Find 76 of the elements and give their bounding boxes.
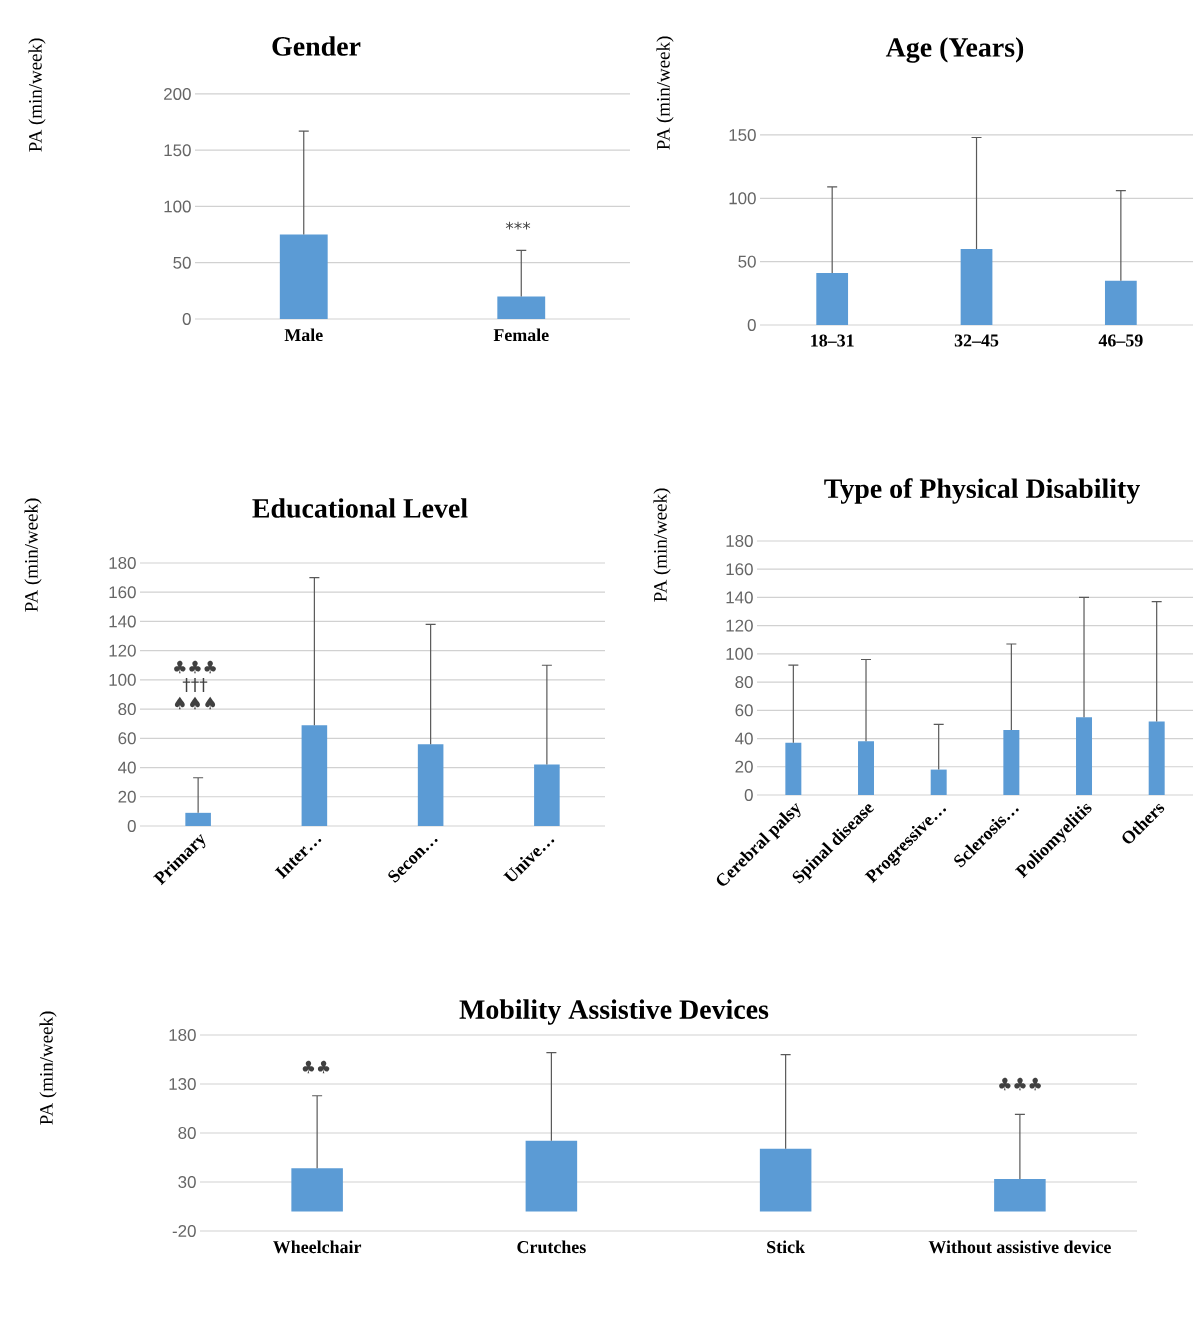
y-tick-label: 80 (178, 1126, 196, 1139)
bar (1104, 280, 1137, 325)
annotation: ♣♣ (302, 1060, 330, 1074)
y-tick-label: 140 (109, 615, 136, 628)
y-tick-label: 120 (109, 644, 136, 657)
y-tick-label: 100 (729, 192, 756, 205)
x-tick-label: 32–45 (954, 334, 999, 347)
y-axis-title: PA (min/week) (653, 488, 671, 602)
annotation: ♣♣♣ (999, 1077, 1041, 1091)
y-tick-label: 120 (726, 619, 753, 632)
y-axis-title: PA (min/week) (24, 498, 42, 612)
y-tick-label: 80 (118, 703, 136, 716)
chart-title: Type of Physical Disability (824, 478, 1140, 504)
y-tick-label: 40 (735, 732, 753, 745)
y-tick-label: 30 (178, 1175, 196, 1188)
y-tick-label: 180 (109, 556, 136, 569)
bar (1003, 730, 1020, 795)
y-tick-label: 20 (118, 790, 136, 803)
y-tick-label: 160 (109, 586, 136, 599)
y-tick-label: 40 (118, 761, 136, 774)
y-tick-label: 160 (726, 563, 753, 576)
bar (291, 1168, 343, 1212)
bar (301, 725, 328, 826)
x-tick-label: 46–59 (1098, 334, 1143, 347)
y-tick-label: 100 (164, 200, 191, 213)
bar (930, 769, 947, 795)
y-tick-label: 180 (726, 534, 753, 547)
y-tick-label: 150 (164, 144, 191, 157)
bar (816, 273, 849, 325)
y-tick-label: 0 (747, 318, 756, 331)
x-tick-label: Stick (767, 1240, 806, 1254)
x-tick-label: Female (493, 328, 549, 342)
y-tick-label: 200 (164, 87, 191, 100)
bar (960, 248, 993, 325)
y-tick-label: 60 (735, 704, 753, 717)
annotation: ♣♣♣ (174, 660, 216, 674)
y-tick-label: 140 (726, 591, 753, 604)
y-tick-label: 50 (173, 256, 191, 269)
chart-title: Gender (272, 36, 361, 56)
y-axis-title: PA (min/week) (39, 1011, 57, 1125)
annotation: *** (505, 221, 531, 230)
x-tick-label: Wheelchair (273, 1240, 362, 1254)
y-tick-label: 0 (127, 819, 136, 832)
y-axis-title: PA (min/week) (28, 38, 46, 152)
bar (1148, 721, 1165, 795)
annotation: ♠♠♠ (174, 696, 216, 710)
chart-title: Age (Years) (885, 37, 1024, 63)
bar (1076, 717, 1093, 795)
bar (785, 742, 802, 795)
x-tick-label: Crutches (517, 1240, 586, 1254)
bar (417, 744, 444, 826)
chart-title: Mobility Assistive Devices (459, 999, 769, 1025)
y-tick-label: 50 (738, 255, 756, 268)
bar (759, 1148, 812, 1212)
bar (858, 741, 875, 795)
x-tick-label: 18–31 (811, 334, 854, 347)
y-tick-label: 0 (744, 788, 753, 801)
bar (525, 1140, 578, 1212)
bar (994, 1179, 1046, 1212)
y-tick-label: 20 (735, 760, 753, 773)
bar (185, 812, 211, 826)
y-tick-label: 80 (735, 676, 753, 689)
annotation: ††† (182, 678, 208, 692)
chart-title: Educational Level (252, 498, 468, 518)
y-tick-label: 150 (729, 128, 756, 141)
x-tick-label: Without assistive device (928, 1240, 1111, 1254)
y-tick-label: 130 (169, 1077, 196, 1090)
y-tick-label: 100 (726, 647, 753, 660)
y-tick-label: -20 (172, 1224, 196, 1237)
y-tick-label: 180 (169, 1028, 196, 1041)
y-axis-title: PA (min/week) (656, 36, 674, 150)
y-tick-label: 100 (109, 673, 136, 686)
x-tick-label: Male (284, 328, 323, 342)
y-tick-label: 60 (118, 732, 136, 745)
bar (534, 764, 560, 826)
y-tick-label: 0 (182, 312, 191, 325)
